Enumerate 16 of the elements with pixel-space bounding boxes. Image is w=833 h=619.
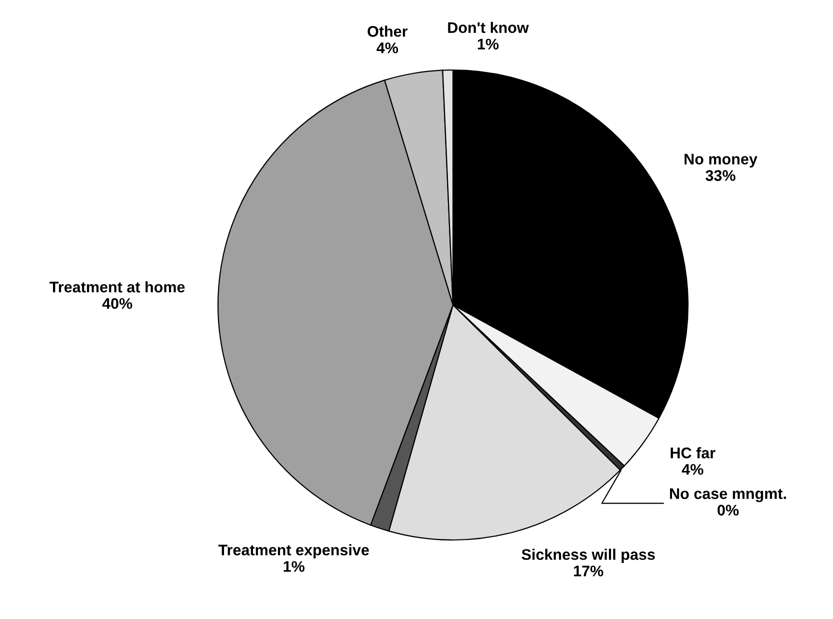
slice-label: Treatment expensive: [218, 544, 369, 558]
slice-label: HC far: [670, 447, 716, 458]
slice-label: Don't know: [448, 22, 529, 34]
data-label: 4%: [376, 42, 398, 54]
data-label: 40%: [102, 298, 132, 309]
slice-label: No money: [684, 154, 758, 168]
data-label: 1%: [478, 38, 499, 50]
data-label: 17%: [574, 566, 604, 576]
data-label: 1%: [284, 561, 304, 572]
data-label: 0%: [718, 504, 739, 516]
slice-label: Other: [368, 26, 408, 37]
slice-label: No case mngmt.: [670, 488, 786, 502]
data-label: 33%: [706, 170, 736, 181]
data-label: 4%: [682, 464, 704, 475]
slice-label: Sickness will pass: [522, 548, 655, 563]
slice-label: Treatment at home: [50, 281, 185, 292]
